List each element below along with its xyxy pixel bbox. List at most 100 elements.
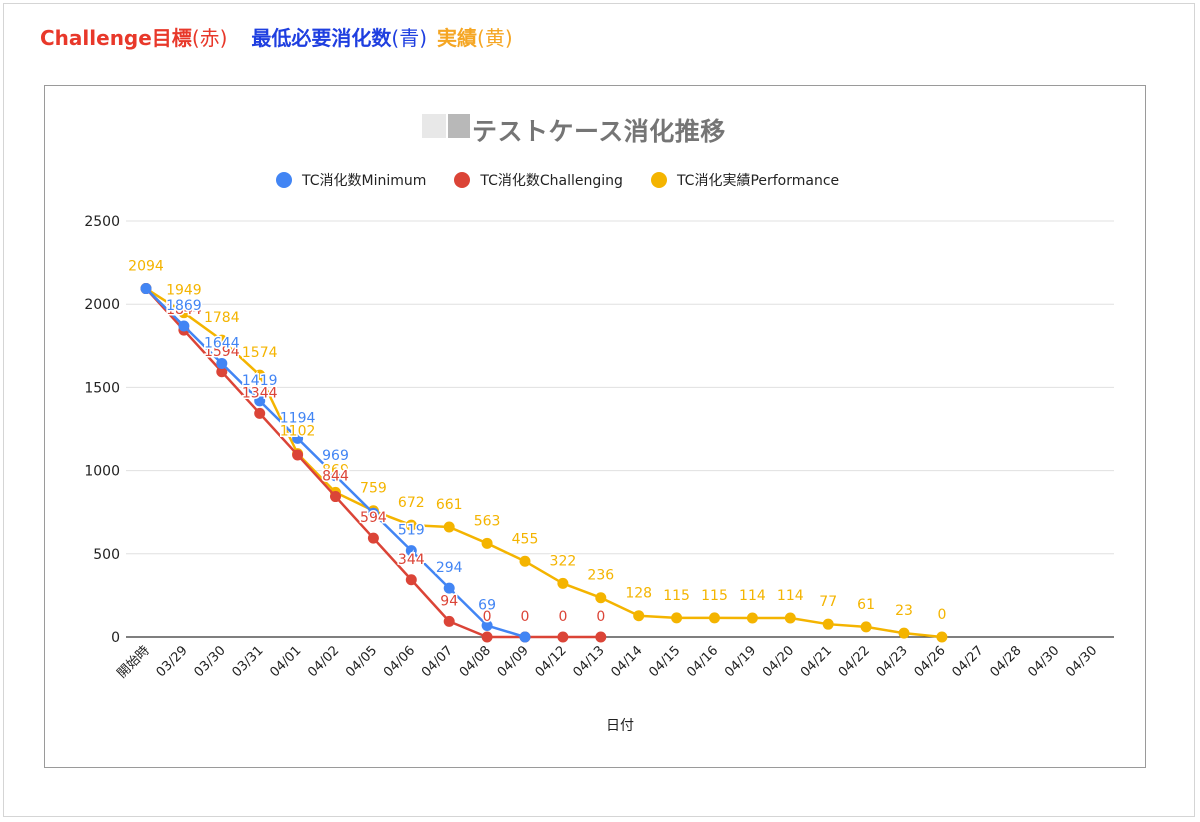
legend-item-performance[interactable]: TC消化実績Performance xyxy=(650,170,840,190)
x-tick-label: 04/01 xyxy=(267,643,304,680)
data-point xyxy=(140,283,152,295)
data-point xyxy=(292,449,304,461)
data-label: 661 xyxy=(436,497,463,513)
data-point xyxy=(330,491,341,503)
data-label: 115 xyxy=(701,588,728,604)
data-point xyxy=(784,612,796,624)
x-tick-label: 04/27 xyxy=(950,643,987,680)
x-tick-label: 04/16 xyxy=(684,643,721,680)
data-point xyxy=(178,320,190,332)
chart-title: テストケース消化推移 xyxy=(472,117,726,146)
data-point xyxy=(595,592,607,604)
data-label: 114 xyxy=(739,588,766,604)
data-point xyxy=(367,532,379,544)
data-label: 1594 xyxy=(204,344,240,360)
data-point xyxy=(443,521,455,533)
data-label: 1574 xyxy=(242,345,278,361)
data-label: 0 xyxy=(558,609,567,625)
x-tick-label: 03/31 xyxy=(229,643,266,680)
data-label: 1102 xyxy=(280,424,316,440)
x-tick-label: 04/23 xyxy=(874,643,911,680)
data-label: 344 xyxy=(398,552,425,568)
data-label: 0 xyxy=(596,609,605,625)
data-point xyxy=(746,612,758,624)
data-label: 594 xyxy=(360,510,387,526)
series-line xyxy=(145,287,943,639)
data-label: 563 xyxy=(474,513,501,529)
x-tick-label: 04/19 xyxy=(722,643,759,680)
legend-item-challenging[interactable]: TC消化数Challenging xyxy=(454,170,623,190)
data-point xyxy=(481,537,493,549)
legend-dot-icon xyxy=(454,172,471,188)
data-point xyxy=(557,631,569,643)
x-tick-label: 04/09 xyxy=(495,643,532,680)
x-tick-label: 04/08 xyxy=(457,643,494,680)
data-label: 114 xyxy=(777,588,804,604)
data-label: 519 xyxy=(398,523,425,539)
data-point xyxy=(254,369,266,381)
redacted-block xyxy=(422,114,446,138)
x-tick-label: 04/14 xyxy=(608,643,645,680)
data-point xyxy=(481,631,493,643)
data-label: 0 xyxy=(483,609,492,625)
x-tick-label: 04/13 xyxy=(571,643,608,680)
x-tick-label: 04/12 xyxy=(533,643,570,680)
legend-label: TC消化実績Performance xyxy=(676,173,840,189)
data-point xyxy=(557,577,569,589)
header-minimum-paren: (青) xyxy=(391,26,428,50)
x-tick-label: 04/30 xyxy=(1063,643,1100,680)
x-tick-label: 04/15 xyxy=(646,643,683,680)
legend-label: TC消化数Challenging xyxy=(480,173,623,189)
page-frame xyxy=(3,3,1195,817)
data-label: 1644 xyxy=(204,335,240,351)
data-label: 869 xyxy=(322,462,349,478)
data-point xyxy=(633,610,645,622)
x-axis-title: 日付 xyxy=(606,718,634,734)
x-tick-label: 04/28 xyxy=(987,643,1024,680)
data-label: 0 xyxy=(521,609,530,625)
header-actual: 実績 xyxy=(437,26,478,50)
data-label: 0 xyxy=(937,607,946,623)
y-tick-label: 2000 xyxy=(84,297,120,313)
data-label: 2094 xyxy=(128,259,164,275)
data-point xyxy=(443,582,455,594)
x-tick-label: 開始時 xyxy=(115,643,153,681)
data-point xyxy=(822,618,834,630)
chart-header-caption: Challenge目標 (赤) 最低必要消化数 (青) 実績 (黄) xyxy=(40,22,513,58)
y-tick-label: 1500 xyxy=(84,380,120,396)
header-minimum: 最低必要消化数 xyxy=(251,26,392,50)
data-point xyxy=(481,620,493,632)
data-label: 1194 xyxy=(280,410,316,426)
legend-label: TC消化数Minimum xyxy=(302,173,427,189)
data-point xyxy=(936,631,948,643)
data-point xyxy=(519,631,531,643)
x-tick-label: 04/22 xyxy=(836,643,873,680)
legend-item-minimum[interactable]: TC消化数Minimum xyxy=(276,170,426,190)
data-point xyxy=(254,395,266,407)
data-label: 236 xyxy=(587,568,614,584)
data-point xyxy=(216,334,228,346)
chart-legend: TC消化数Minimum TC消化数Challenging TC消化実績Perf… xyxy=(276,170,867,190)
data-label: 969 xyxy=(322,448,349,464)
data-point xyxy=(254,407,266,419)
data-point xyxy=(292,432,304,444)
data-point xyxy=(709,612,720,624)
legend-dot-icon xyxy=(650,172,667,188)
data-point xyxy=(898,627,910,639)
y-tick-label: 0 xyxy=(111,630,120,646)
header-actual-paren: (黄) xyxy=(477,26,513,50)
data-label: 1949 xyxy=(166,283,202,299)
data-label: 1784 xyxy=(204,310,240,326)
redacted-block xyxy=(448,114,470,138)
data-label: 759 xyxy=(360,481,387,497)
data-point xyxy=(860,621,872,633)
data-label: 1344 xyxy=(242,385,278,401)
data-label: 94 xyxy=(440,593,458,609)
data-label: 455 xyxy=(512,531,539,547)
data-label: 69 xyxy=(478,598,496,614)
data-point xyxy=(367,507,379,519)
data-label: 1844 xyxy=(166,302,202,318)
x-tick-label: 04/06 xyxy=(381,643,418,680)
data-point xyxy=(405,519,417,531)
